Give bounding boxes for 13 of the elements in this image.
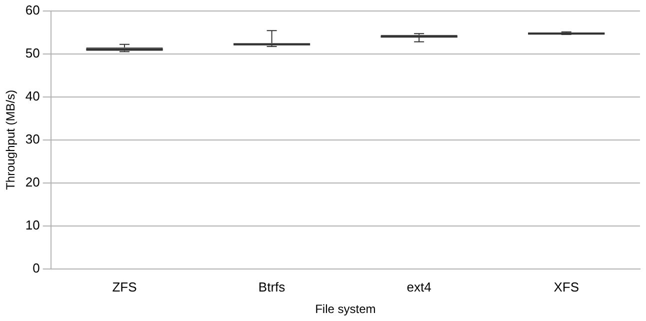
x-axis-title: File system xyxy=(315,302,376,316)
y-tick-label: 30 xyxy=(25,131,40,146)
x-tick-label: XFS xyxy=(554,279,580,294)
x-tick-label: Btrfs xyxy=(258,279,286,294)
y-tick-label: 50 xyxy=(25,45,40,60)
y-tick-label: 10 xyxy=(25,218,40,233)
x-tick-label: ZFS xyxy=(112,279,138,294)
y-tick-label: 0 xyxy=(32,260,40,276)
y-tick-label: 20 xyxy=(25,174,40,190)
y-axis-title: Throughput (MB/s) xyxy=(4,90,18,190)
y-tick-label: 60 xyxy=(25,2,40,18)
y-tick-label: 40 xyxy=(25,88,40,104)
x-tick-label: ext4 xyxy=(406,279,432,294)
